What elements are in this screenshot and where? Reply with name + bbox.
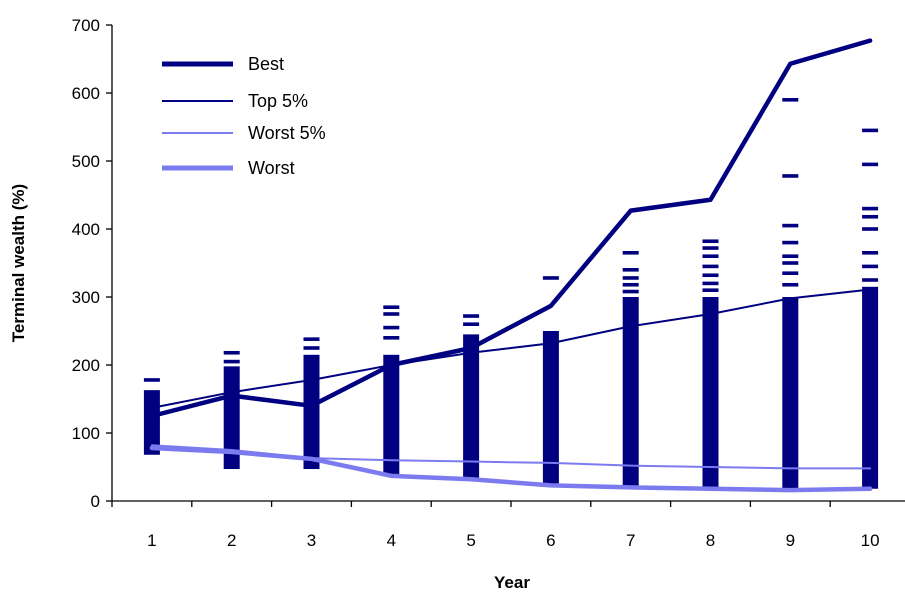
series-line: [150, 288, 872, 409]
legend-label: Top 5%: [248, 91, 308, 111]
distribution-mark: [862, 214, 879, 219]
x-tick-label: 3: [307, 531, 316, 550]
distribution-mark: [383, 305, 400, 309]
distribution-mark: [782, 98, 799, 102]
distribution-mark: [702, 246, 719, 250]
distribution-mark: [862, 128, 879, 133]
distribution-mark: [782, 282, 799, 287]
distribution-band: [702, 297, 719, 489]
distribution-mark: [383, 336, 400, 340]
distribution-band: [383, 354, 400, 476]
series-line: [149, 38, 873, 419]
distribution-mark: [622, 251, 639, 255]
legend: Best Top 5% Worst 5% Worst: [162, 54, 326, 178]
x-tick-label: 9: [786, 531, 795, 550]
series-line: [149, 445, 873, 493]
y-tick-label: 0: [91, 492, 100, 511]
distribution-mark: [782, 223, 799, 228]
tick-labels: 0 100 200 300 400 500 600 700 1 2 3 4 5 6 7 8 9 10: [72, 16, 880, 550]
distribution-mark: [463, 322, 480, 326]
distribution-mark: [782, 174, 799, 178]
distribution-mark: [862, 162, 879, 167]
y-tick-label: 600: [72, 84, 100, 103]
distribution-band: [303, 354, 320, 470]
distribution-band: [862, 286, 879, 489]
distribution-mark: [702, 281, 719, 286]
distribution-mark: [702, 239, 719, 244]
x-tick-label: 1: [147, 531, 156, 550]
distribution-mark: [702, 254, 719, 258]
y-axis-title: Terminal wealth (%): [9, 184, 28, 342]
distribution-mark: [862, 251, 879, 255]
x-axis-title: Year: [494, 573, 530, 592]
distribution-mark: [223, 359, 240, 364]
distribution-mark: [862, 264, 879, 269]
distribution-mark: [782, 240, 799, 245]
x-tick-label: 10: [861, 531, 880, 550]
distribution-mark: [223, 350, 240, 355]
distribution-band: [463, 334, 480, 480]
legend-label: Worst 5%: [248, 123, 326, 143]
distribution-mark: [862, 278, 879, 282]
x-tick-label: 4: [387, 531, 396, 550]
distribution-mark: [702, 288, 719, 292]
distribution-mark: [383, 312, 400, 316]
distribution-mark: [622, 276, 639, 280]
y-tick-label: 200: [72, 356, 100, 375]
y-tick-label: 700: [72, 16, 100, 35]
distribution-mark: [782, 254, 799, 258]
distribution-mark: [622, 282, 639, 287]
x-tick-label: 6: [546, 531, 555, 550]
distribution-mark: [782, 261, 799, 265]
y-tick-label: 300: [72, 288, 100, 307]
distribution-mark: [702, 273, 719, 278]
distribution-mark: [542, 276, 559, 280]
y-tick-label: 100: [72, 424, 100, 443]
distribution-band: [782, 297, 799, 491]
distribution-band: [542, 331, 559, 486]
distribution-mark: [383, 325, 400, 330]
distribution-mark: [622, 268, 639, 272]
legend-label: Best: [248, 54, 284, 74]
y-tick-label: 400: [72, 220, 100, 239]
distribution-mark: [702, 264, 719, 269]
distribution-mark: [862, 227, 879, 231]
distribution-mark: [463, 314, 480, 318]
distribution-mark: [782, 271, 799, 275]
x-tick-label: 8: [706, 531, 715, 550]
legend-label: Worst: [248, 158, 295, 178]
y-tick-label: 500: [72, 152, 100, 171]
distribution-mark: [303, 337, 320, 341]
axes: [106, 24, 905, 507]
x-tick-label: 5: [466, 531, 475, 550]
x-tick-label: 7: [626, 531, 635, 550]
series-line: [150, 444, 872, 470]
distribution-band: [622, 297, 639, 488]
x-tick-label: 2: [227, 531, 236, 550]
distribution-mark: [622, 289, 639, 294]
distribution-mark: [143, 378, 160, 382]
distribution-marks: [143, 98, 879, 491]
distribution-mark: [303, 346, 320, 350]
distribution-mark: [862, 206, 879, 211]
series-lines: [149, 38, 873, 493]
